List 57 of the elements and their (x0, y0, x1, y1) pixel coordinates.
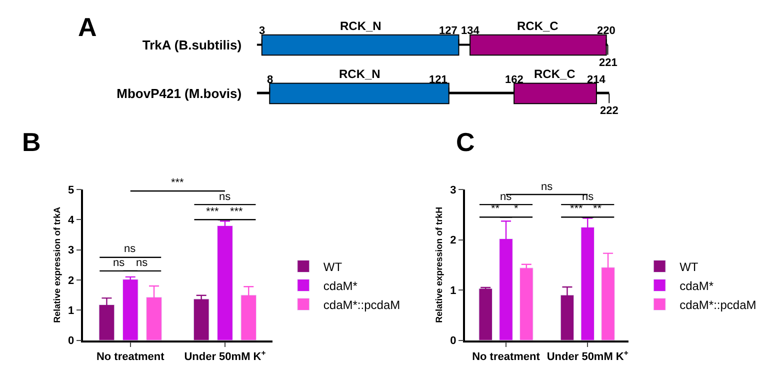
legend-label: cdaM* (323, 278, 358, 293)
legend-label: WT (323, 260, 343, 274)
y-tick-label: 3 (450, 184, 456, 196)
annotation: 121 (429, 74, 448, 86)
y-tick-label: 0 (450, 335, 456, 348)
y-tick-label: 1 (450, 284, 456, 297)
x-tick-label: No treatment (96, 351, 165, 364)
bar (520, 268, 534, 340)
annotation: 162 (505, 74, 524, 86)
y-tick-label: 2 (68, 274, 74, 287)
annotation: ** (491, 203, 500, 215)
annotation: ns (124, 243, 136, 255)
annotation: *** (570, 203, 584, 215)
y-tick-label: 0 (68, 335, 74, 348)
annotation: *** (206, 206, 220, 218)
y-tick-label: 2 (450, 234, 456, 247)
text: RCK_C (534, 67, 576, 81)
annotation: 222 (600, 105, 618, 117)
series-label: RCK_C (517, 19, 559, 33)
y-tick-label: 5 (68, 184, 74, 196)
annotation: ** (593, 203, 602, 215)
bar (193, 298, 210, 340)
x-tick-label: No treatment (472, 351, 540, 364)
legend-label: WT (680, 260, 699, 274)
annotation: 134 (461, 25, 480, 37)
bar (478, 288, 492, 340)
annotation: ns (136, 257, 148, 269)
legend-label: cdaM*::pcdaM (323, 298, 400, 312)
bar (122, 279, 138, 340)
y-tick-label: 3 (68, 244, 74, 257)
x-tick-label: Under 50mM K$^{+}$ (184, 348, 266, 364)
chart-title: C (456, 127, 475, 157)
annotation: 214 (587, 74, 606, 86)
y-tick-label: MbovP421 (M.bovis) (116, 86, 242, 102)
annotation: 8 (267, 74, 274, 86)
annotation: * (514, 203, 519, 215)
legend-label: cdaM* (680, 278, 714, 293)
chart-title: A (78, 12, 97, 42)
y-axis-title: Relative expression of trkH (434, 206, 444, 323)
annotation: 127 (439, 25, 458, 37)
chart-title: B (22, 127, 41, 157)
annotation: 221 (599, 57, 618, 69)
text: *** (171, 177, 185, 189)
x-tick-label: Under 50mM K$^{+}$ (546, 348, 629, 364)
y-tick-label: 1 (68, 304, 74, 317)
annotation: ns (541, 181, 554, 193)
y-axis-title: Relative expression of trkA (52, 206, 62, 323)
y-tick-label: 4 (68, 214, 75, 227)
annotation: *** (230, 206, 244, 218)
annotation: ns (113, 257, 126, 269)
annotation: 220 (597, 25, 616, 37)
series-label: RCK_N (340, 19, 382, 33)
text: RCK_N (339, 67, 380, 81)
annotation: ns (219, 191, 232, 203)
y-tick-label: TrkA (B.subtilis) (142, 38, 242, 53)
legend-label: cdaM*::pcdaM (680, 298, 756, 312)
annotation: 3 (259, 25, 266, 37)
